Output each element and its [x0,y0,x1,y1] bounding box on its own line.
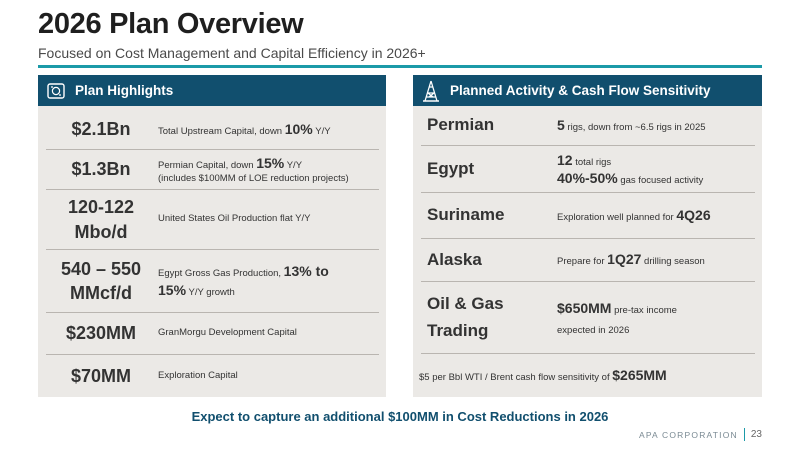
activity-region: Alaska [427,249,482,269]
activity-row: Oil & Gas Trading $650MM pre-tax income e… [421,282,755,354]
activity-region: Oil & Gas Trading [427,294,504,340]
title-divider [38,65,762,68]
footer: APA CORPORATION 23 [639,428,762,441]
highlight-value: 540 – 550 MMcf/d [60,258,142,303]
activity-region: Egypt [427,158,475,178]
activity-row: Alaska Prepare for 1Q27 drilling season [421,239,755,282]
planned-activity-panel: Permian 5 rigs, down from ~6.5 rigs in 2… [413,106,762,397]
activity-desc: 12 total rigs 40%-50% gas focused activit… [557,151,704,186]
money-icon [45,80,67,102]
highlight-row: $230MM GranMorgu Development Capital [46,313,379,355]
cash-flow-sensitivity: $5 per Bbl WTI / Brent cash flow sensiti… [419,367,667,383]
activity-row: Suriname Exploration well planned for 4Q… [421,193,755,239]
activity-region: Suriname [427,205,505,225]
page-number: 23 [750,429,762,440]
page-subtitle: Focused on Cost Management and Capital E… [38,45,426,61]
highlight-row: $1.3Bn Permian Capital, down 15% Y/Y (inc… [46,150,379,190]
highlight-desc: GranMorgu Development Capital [158,327,297,339]
highlight-value: 120-122 Mbo/d [67,197,135,242]
plan-highlights-panel: $2.1Bn Total Upstream Capital, down 10% … [38,106,386,397]
activity-desc: 5 rigs, down from ~6.5 rigs in 2025 [557,116,706,133]
highlight-value: $1.3Bn [71,159,131,180]
oil-rig-icon [420,80,442,102]
planned-activity-header: Planned Activity & Cash Flow Sensitivity [413,75,762,106]
footer-divider [743,428,745,441]
highlight-row: 120-122 Mbo/d United States Oil Producti… [46,190,379,250]
highlight-value: $2.1Bn [71,119,131,140]
activity-desc: Exploration well planned for 4Q26 [557,206,711,223]
highlight-desc: Egypt Gross Gas Production, 13% to 15% Y/… [158,263,329,298]
page-title: 2026 Plan Overview [38,8,304,40]
highlight-row: $70MM Exploration Capital [46,355,379,397]
activity-row: Egypt 12 total rigs 40%-50% gas focused a… [421,146,755,193]
highlight-row: 540 – 550 MMcf/d Egypt Gross Gas Product… [46,250,379,313]
highlight-value: $70MM [70,365,132,386]
highlight-desc: Permian Capital, down 15% Y/Y (includes $… [158,154,349,184]
plan-highlights-header: Plan Highlights [38,75,386,106]
highlight-desc: Exploration Capital [158,369,238,381]
activity-desc: Prepare for 1Q27 drilling season [557,251,705,268]
plan-highlights-title: Plan Highlights [75,83,174,98]
company-name: APA CORPORATION [638,429,738,440]
planned-activity-title: Planned Activity & Cash Flow Sensitivity [450,83,711,98]
highlight-desc: United States Oil Production flat Y/Y [158,213,311,225]
cost-reduction-callout: Expect to capture an additional $100MM i… [191,409,609,424]
activity-desc: $650MM pre-tax income expected in 2026 [557,300,677,336]
activity-region: Permian [427,115,495,135]
highlight-row: $2.1Bn Total Upstream Capital, down 10% … [46,110,379,150]
highlight-value: $230MM [65,323,137,344]
highlight-desc: Total Upstream Capital, down 10% Y/Y [158,121,331,138]
activity-row: Permian 5 rigs, down from ~6.5 rigs in 2… [421,106,755,146]
